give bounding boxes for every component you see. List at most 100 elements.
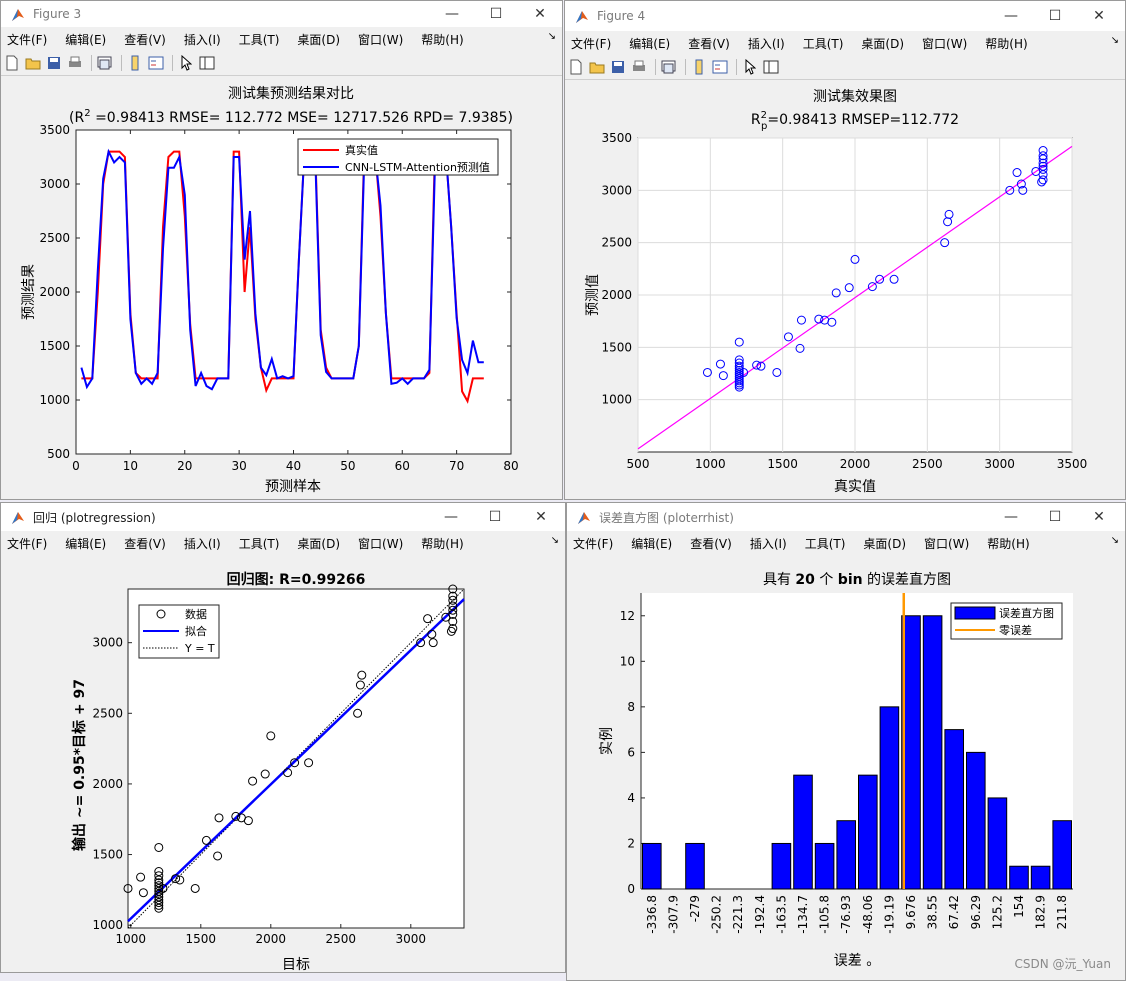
scatter-point — [1038, 175, 1048, 185]
y-tick-label: 2500 — [39, 231, 70, 245]
dock-arrow-icon[interactable]: ↘ — [1110, 535, 1119, 546]
scatter-point — [867, 282, 877, 292]
open-file-icon[interactable] — [588, 58, 606, 76]
menu-desktop[interactable]: 桌面(D) — [297, 32, 341, 47]
property-inspector-icon[interactable] — [762, 58, 780, 76]
menu-insert[interactable]: 插入(I) — [183, 32, 221, 47]
new-figure-icon[interactable] — [3, 54, 21, 72]
x-tick-label: 3000 — [984, 457, 1015, 471]
print-icon[interactable] — [630, 58, 648, 76]
property-inspector-icon[interactable] — [198, 54, 216, 72]
menu-file[interactable]: 文件(F) — [7, 536, 48, 551]
menu-tools[interactable]: 工具(T) — [238, 536, 280, 551]
menu-view[interactable]: 查看(V) — [124, 32, 166, 47]
maximize-button[interactable]: ☐ — [488, 509, 502, 525]
scatter-point — [940, 238, 950, 248]
save-icon[interactable] — [45, 54, 63, 72]
legend[interactable]: 误差直方图 零误差 — [950, 602, 1063, 640]
x-tick-label: -192.4 — [753, 895, 767, 934]
menu-file[interactable]: 文件(F) — [573, 536, 614, 551]
scatter-point — [1018, 185, 1028, 195]
maximize-button[interactable]: ☐ — [1048, 8, 1062, 24]
dock-arrow-icon[interactable]: ↘ — [547, 31, 556, 42]
menu-desktop[interactable]: 桌面(D) — [863, 536, 907, 551]
regression-titlebar[interactable]: 回归 (plotregression) — ☐ ✕ — [1, 503, 565, 531]
menu-tools[interactable]: 工具(T) — [238, 32, 280, 47]
toolbar-separator — [91, 55, 92, 71]
maximize-button[interactable]: ☐ — [489, 6, 503, 22]
menu-view[interactable]: 查看(V) — [688, 36, 730, 51]
dock-arrow-icon[interactable]: ↘ — [550, 535, 559, 546]
scatter-point — [214, 813, 224, 823]
menu-window[interactable]: 窗口(W) — [924, 536, 970, 551]
menu-desktop[interactable]: 桌面(D) — [861, 36, 905, 51]
close-button[interactable]: ✕ — [535, 509, 547, 525]
menu-window[interactable]: 窗口(W) — [922, 36, 968, 51]
open-file-icon[interactable] — [24, 54, 42, 72]
figure3-window: Figure 3 — ☐ ✕ 文件(F) 编辑(E) 查看(V) 插入(I) 工… — [0, 0, 563, 500]
legend[interactable]: 数据 拟合 Y = T — [138, 604, 220, 659]
scatter-point — [190, 883, 200, 893]
menu-edit[interactable]: 编辑(E) — [631, 536, 673, 551]
y-tick-label: 2 — [627, 836, 635, 850]
maximize-button[interactable]: ☐ — [1048, 509, 1062, 525]
menu-edit[interactable]: 编辑(E) — [65, 536, 107, 551]
window-title: 回归 (plotregression) — [33, 510, 156, 525]
save-icon[interactable] — [609, 58, 627, 76]
pointer-icon[interactable] — [177, 54, 195, 72]
menu-file[interactable]: 文件(F) — [571, 36, 612, 51]
close-button[interactable]: ✕ — [1093, 8, 1105, 24]
menu-help[interactable]: 帮助(H) — [987, 536, 1030, 551]
menu-insert[interactable]: 插入(I) — [749, 536, 787, 551]
close-button[interactable]: ✕ — [1093, 509, 1105, 525]
menu-window[interactable]: 窗口(W) — [358, 32, 404, 47]
toolbar-separator — [655, 59, 656, 75]
new-figure-icon[interactable] — [567, 58, 585, 76]
menu-desktop[interactable]: 桌面(D) — [297, 536, 341, 551]
dock-arrow-icon[interactable]: ↘ — [1110, 35, 1119, 46]
x-tick-label: 500 — [627, 457, 650, 471]
histogram-titlebar[interactable]: 误差直方图 (ploterrhist) — ☐ ✕ — [567, 503, 1125, 531]
menu-view[interactable]: 查看(V) — [690, 536, 732, 551]
legend-label-predicted: CNN-LSTM-Attention预测值 — [345, 161, 490, 174]
minimize-button[interactable]: — — [1004, 509, 1018, 525]
x-tick-label: 1000 — [116, 932, 147, 946]
pointer-icon[interactable] — [741, 58, 759, 76]
link-plot-icon[interactable] — [96, 54, 114, 72]
legend-icon[interactable] — [147, 54, 165, 72]
regression-canvas: 回归图: R=0.99266 1000 1500 2000 2500 3000 1000… — [1, 555, 565, 972]
menu-window[interactable]: 窗口(W) — [358, 536, 404, 551]
legend[interactable]: 真实值 CNN-LSTM-Attention预测值 — [297, 138, 499, 176]
print-icon[interactable] — [66, 54, 84, 72]
figure3-titlebar[interactable]: Figure 3 — ☐ ✕ — [1, 1, 562, 27]
scatter-point — [734, 378, 744, 388]
scatter-point — [283, 768, 293, 778]
minimize-button[interactable]: — — [444, 509, 458, 525]
link-plot-icon[interactable] — [660, 58, 678, 76]
scatter-point — [290, 758, 300, 768]
menu-insert[interactable]: 插入(I) — [183, 536, 221, 551]
menu-tools[interactable]: 工具(T) — [804, 536, 846, 551]
scatter-point — [357, 670, 367, 680]
scatter-point — [448, 595, 458, 605]
menu-edit[interactable]: 编辑(E) — [629, 36, 671, 51]
menu-file[interactable]: 文件(F) — [7, 32, 48, 47]
menu-help[interactable]: 帮助(H) — [421, 536, 464, 551]
menu-insert[interactable]: 插入(I) — [747, 36, 785, 51]
legend-icon[interactable] — [711, 58, 729, 76]
menu-help[interactable]: 帮助(H) — [985, 36, 1028, 51]
fit-line — [637, 145, 1073, 450]
colorbar-icon[interactable] — [690, 58, 708, 76]
y-tick-label: 12 — [620, 609, 635, 623]
toolbar-separator — [685, 59, 686, 75]
menu-help[interactable]: 帮助(H) — [421, 32, 464, 47]
figure4-titlebar[interactable]: Figure 4 — ☐ ✕ — [565, 1, 1125, 31]
menu-tools[interactable]: 工具(T) — [802, 36, 844, 51]
minimize-button[interactable]: — — [1004, 8, 1018, 24]
close-button[interactable]: ✕ — [534, 6, 546, 22]
scatter-point — [154, 871, 164, 881]
menu-edit[interactable]: 编辑(E) — [65, 32, 107, 47]
minimize-button[interactable]: — — [445, 6, 459, 22]
menu-view[interactable]: 查看(V) — [124, 536, 166, 551]
colorbar-icon[interactable] — [126, 54, 144, 72]
